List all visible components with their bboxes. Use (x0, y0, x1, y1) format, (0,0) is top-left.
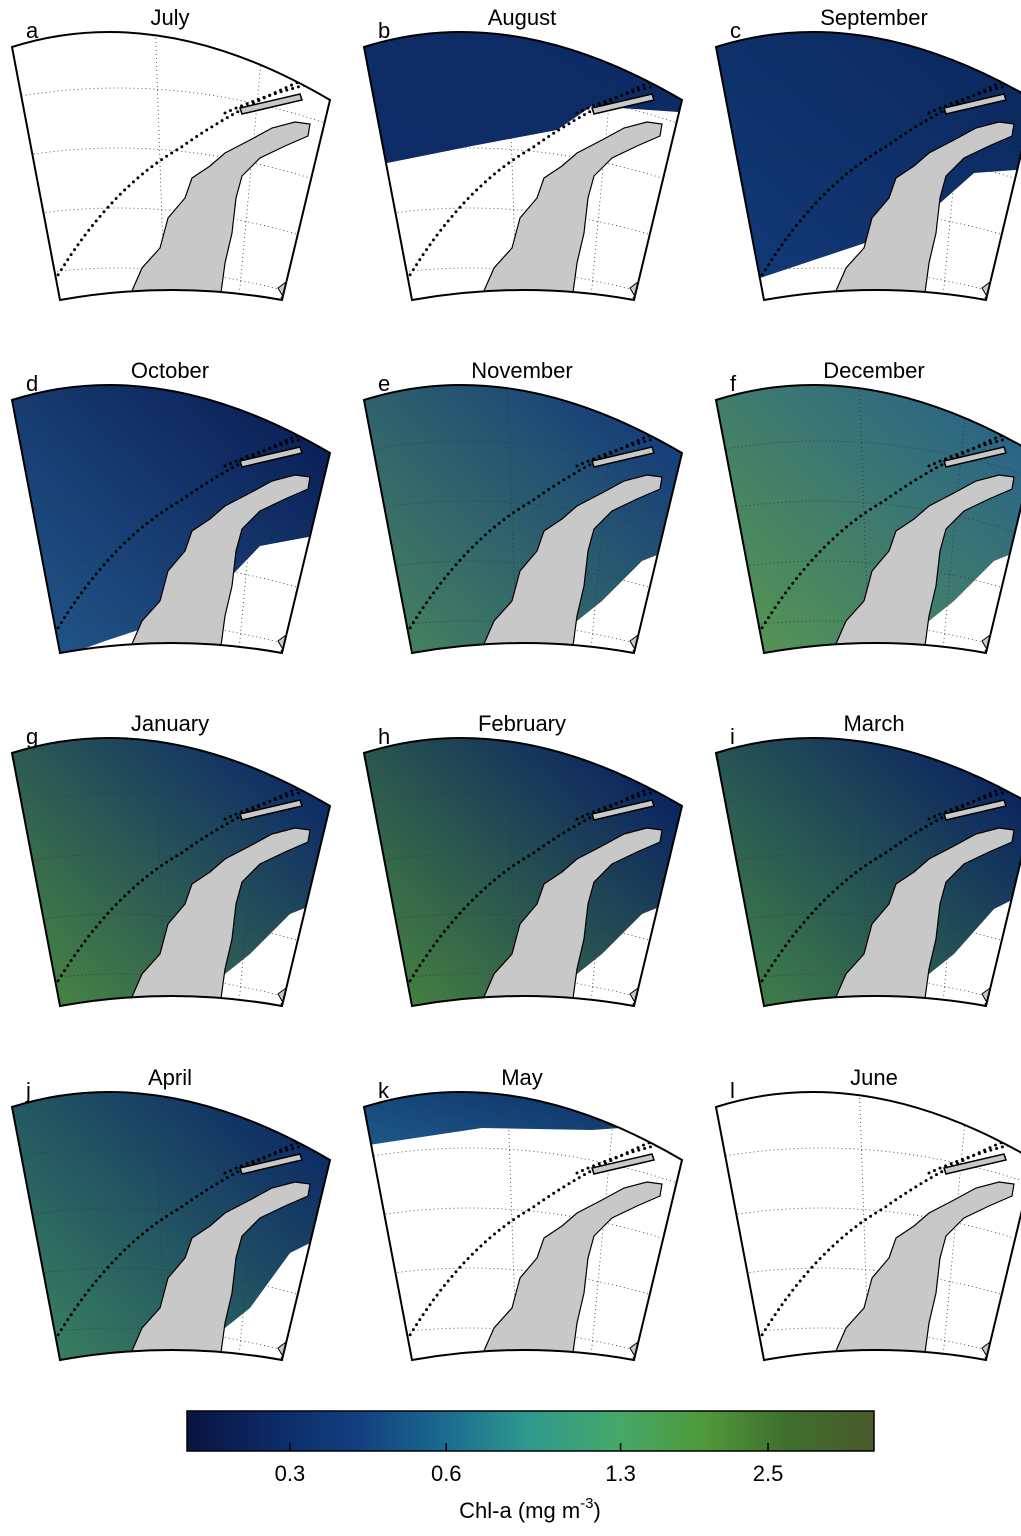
map-body (10, 704, 340, 1024)
panel-title: February (478, 711, 566, 736)
map-panel: h February (362, 704, 692, 1024)
map-body (714, 1078, 1021, 1368)
map-panel: f December (714, 351, 1021, 671)
label-text: Chl-a (mg m (459, 1498, 580, 1523)
colorbar-tick-label: 1.3 (605, 1461, 636, 1486)
panel-letter: j (25, 1078, 31, 1103)
map-panel: e November (362, 351, 692, 671)
panel-letter: c (730, 18, 741, 43)
map-panel: g January (10, 704, 340, 1024)
colorbar-tick-label: 0.6 (431, 1461, 462, 1486)
panel-letter: l (730, 1078, 735, 1103)
panel-title: April (148, 1065, 192, 1090)
map-body (362, 704, 692, 1024)
map-panel: c September (714, 0, 1021, 308)
map-panel: k May (362, 1058, 692, 1368)
panel-title: June (850, 1065, 898, 1090)
panel-letter: d (26, 371, 38, 396)
panel-title: July (150, 5, 189, 30)
panel-letter: a (26, 18, 39, 43)
panel-title: September (820, 5, 928, 30)
panel-letter: f (730, 371, 737, 396)
panel-letter: k (378, 1078, 390, 1103)
map-panel: j April (10, 1058, 340, 1378)
map-panel: l June (714, 1065, 1021, 1368)
map-body (362, 351, 692, 671)
map-body (714, 0, 1021, 308)
figure: a July b August c September d October e November f… (0, 0, 1021, 1531)
panel-letter: g (26, 724, 38, 749)
panel-title: August (488, 5, 557, 30)
label-superscript: -3 (580, 1495, 593, 1512)
panel-title: December (823, 358, 924, 383)
map-panel: b August (362, 0, 692, 308)
panel-letter: i (730, 724, 735, 749)
panel-letter: e (378, 371, 390, 396)
colorbar-tick-label: 2.5 (753, 1461, 784, 1486)
map-panel: i March (714, 704, 1021, 1024)
map-body (714, 351, 1021, 671)
panel-letter: h (378, 724, 390, 749)
label-text: ) (594, 1498, 601, 1523)
map-body (10, 1058, 340, 1378)
panel-title: October (131, 358, 209, 383)
panel-title: January (131, 711, 209, 736)
colorbar-tick-label: 0.3 (275, 1461, 306, 1486)
panel-title: November (471, 358, 572, 383)
map-panel: a July (10, 5, 340, 308)
colorbar-label: Chl-a (mg m-3) (459, 1495, 601, 1523)
panel-letter: b (378, 18, 390, 43)
panel-title: March (843, 711, 904, 736)
map-panel: d October (10, 351, 340, 661)
panel-title: May (501, 1065, 543, 1090)
map-body (714, 704, 1021, 1024)
